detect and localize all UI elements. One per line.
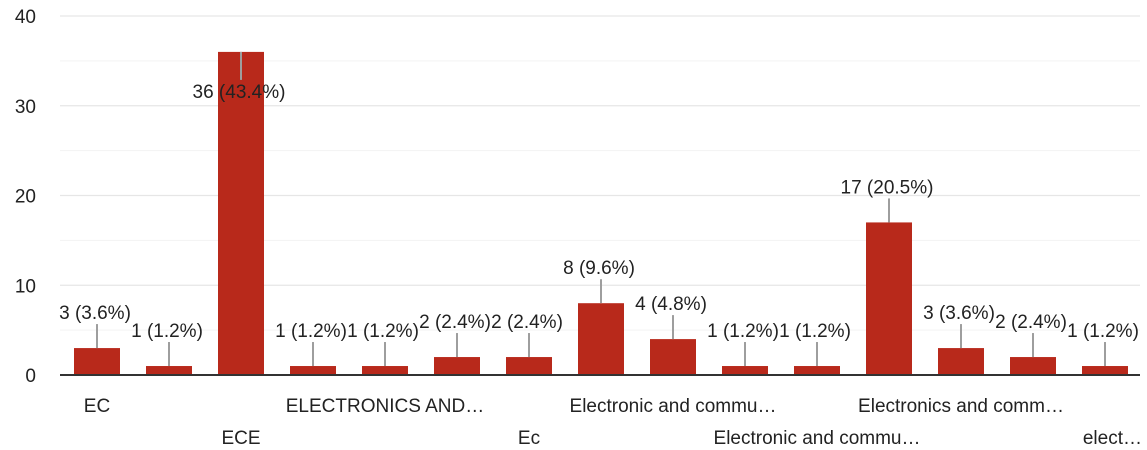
data-label: 3 (3.6%) [923,303,995,324]
bar [146,366,192,375]
data-label: 1 (1.2%) [779,321,851,342]
bar [578,303,624,375]
bar [1010,357,1056,375]
x-axis-category-labels: EC ECE ELECTRONICS AND… Ec Electronic and co… [84,396,1142,449]
x-category-label: Electronic and commu… [570,396,777,417]
data-label: 17 (20.5%) [841,177,934,198]
data-label: 3 (3.6%) [59,303,131,324]
x-category-label: Electronic and commu… [714,428,921,449]
y-tick-label: 0 [25,366,36,387]
bar [650,339,696,375]
data-label: 1 (1.2%) [347,321,419,342]
bar [74,348,120,375]
data-label: 8 (9.6%) [563,258,635,279]
x-category-label: ELECTRONICS AND… [286,396,484,417]
bar [722,366,768,375]
y-tick-label: 30 [15,97,36,118]
data-label: 1 (1.2%) [1067,321,1139,342]
bar [362,366,408,375]
data-label: 4 (4.8%) [635,294,707,315]
bar [218,51,264,376]
bar [794,366,840,375]
x-category-label: ECE [221,428,260,449]
bar [1082,366,1128,375]
bar [866,222,912,375]
y-tick-label: 40 [15,7,36,28]
bar [434,357,480,375]
bars [74,51,1128,376]
data-labels: 3 (3.6%)1 (1.2%)36 (43.4%)1 (1.2%) 1 (1.2… [59,82,1139,342]
data-label: 2 (2.4%) [491,312,563,333]
x-category-label: elect… [1083,428,1142,449]
y-tick-label: 20 [15,187,36,208]
data-label: 2 (2.4%) [995,312,1067,333]
x-category-label: Ec [518,428,540,449]
x-category-label: Electronics and comm… [858,396,1064,417]
data-label-leaders [96,51,1106,367]
bar [938,348,984,375]
data-label: 1 (1.2%) [275,321,347,342]
y-axis-ticks: 0 10 20 30 40 [15,7,36,387]
bar [290,366,336,375]
data-label: 2 (2.4%) [419,312,491,333]
x-category-label: EC [84,396,110,417]
data-label: 1 (1.2%) [707,321,779,342]
y-tick-label: 10 [15,276,36,297]
data-label: 1 (1.2%) [131,321,203,342]
data-label: 36 (43.4%) [193,82,286,103]
bar [506,357,552,375]
